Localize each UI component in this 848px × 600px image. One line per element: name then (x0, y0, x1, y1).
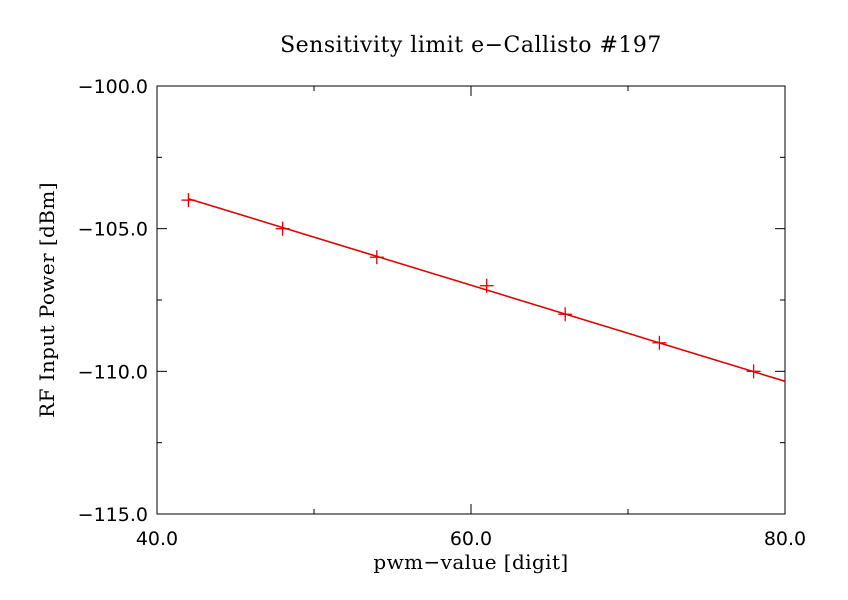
chart-title: Sensitivity limit e−Callisto #197 (280, 33, 662, 58)
data-point (181, 193, 196, 208)
data-points-layer (181, 193, 761, 379)
data-point (275, 221, 290, 236)
x-axis-label: pwm−value [digit] (373, 550, 568, 574)
y-tick-label: −100.0 (78, 76, 148, 98)
data-point (652, 335, 667, 350)
data-point (746, 364, 761, 379)
y-axis-label: RF Input Power [dBm] (35, 182, 59, 418)
x-tick-label: 60.0 (450, 528, 492, 550)
y-tick-label: −110.0 (78, 361, 148, 383)
plot-frame (156, 85, 786, 515)
x-tick-label: 40.0 (136, 528, 178, 550)
data-point (558, 307, 573, 322)
axis-ticks (156, 85, 786, 515)
data-point (369, 250, 384, 265)
x-tick-label: 80.0 (764, 528, 806, 550)
y-tick-label: −105.0 (78, 219, 148, 241)
y-tick-label: −115.0 (78, 504, 148, 526)
axis-tick-labels: 40.0 60.0 80.0 −100.0 −105.0 −110.0 −115.0 (78, 76, 806, 550)
data-point (479, 278, 494, 293)
